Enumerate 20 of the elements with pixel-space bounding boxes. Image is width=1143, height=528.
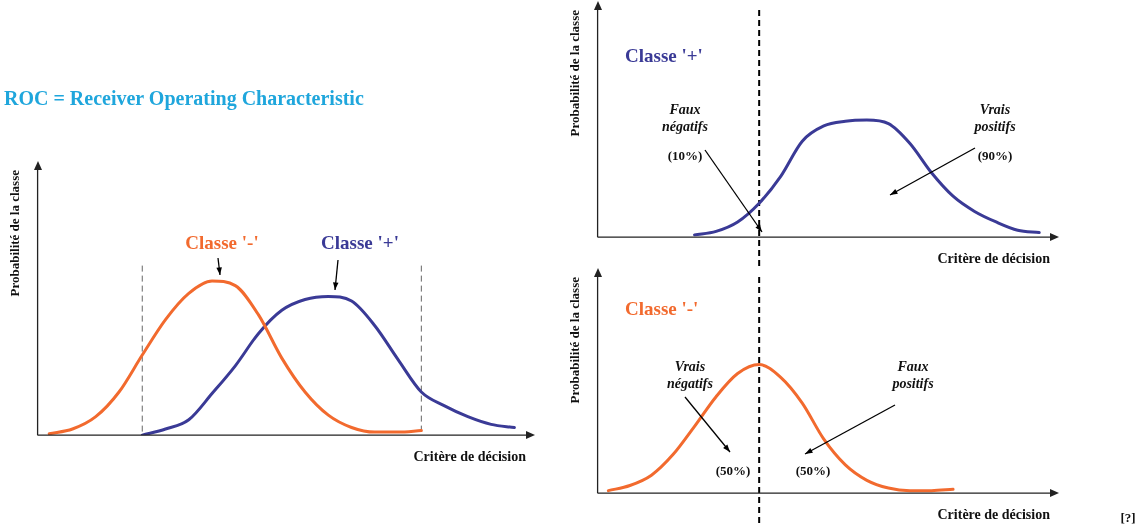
annotation: (90%) — [977, 148, 1013, 164]
text: [?] — [1120, 510, 1136, 526]
chart-title: ROC = Receiver Operating Characteristic — [4, 87, 364, 111]
annotation: Faux positifs — [891, 358, 935, 391]
y-axis-title: Probabilité de la classe — [567, 276, 583, 404]
annotation: (50%) — [715, 463, 751, 479]
x-axis-title: Critère de décision — [937, 507, 1051, 523]
text: Classe '+' — [625, 44, 703, 66]
annotation: Vrais positifs — [973, 101, 1017, 134]
annotation: Faux négatifs — [662, 101, 709, 134]
x-axis-title: Critère de décision — [937, 251, 1051, 267]
text: Classe '+' — [321, 231, 399, 253]
text: Classe '-' — [625, 297, 699, 319]
series-label: Classe '-' — [185, 231, 259, 253]
annotation: Vrais négatifs — [667, 358, 714, 391]
annotation: (10%) — [667, 148, 703, 164]
annotation: (50%) — [795, 463, 831, 479]
y-axis-title: Probabilité de la classe — [567, 9, 583, 137]
x-axis-title: Critère de décision — [413, 449, 527, 465]
y-axis-title: Probabilité de la classe — [7, 169, 23, 297]
